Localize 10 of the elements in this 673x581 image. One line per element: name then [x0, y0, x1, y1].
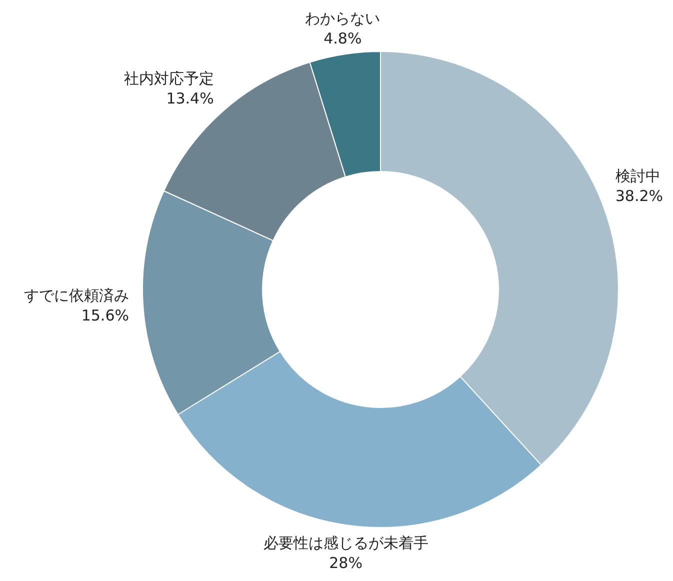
data-label: 4.8%: [324, 29, 362, 48]
slice-label: 社内対応予定: [124, 69, 214, 88]
slice-label: 検討中: [615, 167, 660, 186]
slice-label: すでに依頼済み: [24, 286, 129, 304]
data-label: 13.4%: [166, 89, 214, 108]
slice-label: 必要性は感じるが未着手: [263, 534, 428, 552]
data-label: 15.6%: [81, 306, 129, 324]
data-label: 28%: [329, 554, 362, 572]
slice-label: わからない: [305, 9, 380, 28]
data-label: 38.2%: [615, 187, 664, 206]
